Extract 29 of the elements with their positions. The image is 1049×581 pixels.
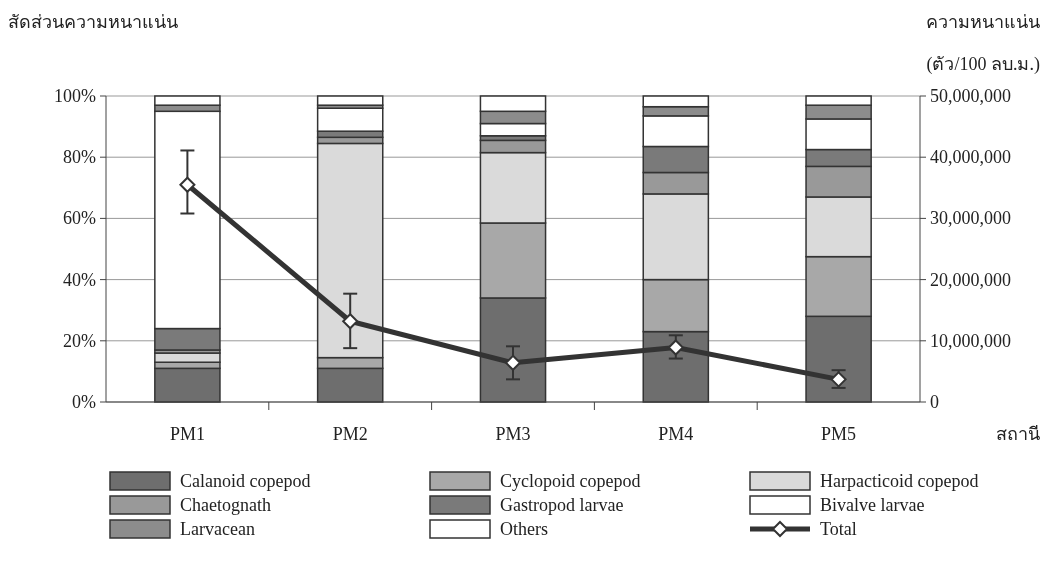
y2-tick-label: 0 — [930, 392, 939, 412]
x-tick-label: PM4 — [658, 424, 694, 444]
legend-label: Cyclopoid copepod — [500, 471, 641, 491]
y2-tick-label: 50,000,000 — [930, 86, 1011, 106]
y-tick-label: 80% — [63, 147, 96, 168]
text: ความหนาแน่น (ตัว/100 ลบ.ม.) — [926, 12, 1040, 74]
legend-label: Harpacticoid copepod — [820, 471, 979, 491]
legend-label: Chaetognath — [180, 495, 271, 515]
y-tick-label: 60% — [63, 208, 96, 229]
x-tick-label: PM1 — [169, 424, 205, 444]
y2-tick-label: 10,000,000 — [930, 330, 1011, 351]
y-tick-label: 20% — [63, 330, 96, 351]
legend-label: Total — [820, 519, 857, 539]
legend-label: Gastropod larvae — [500, 495, 624, 515]
x-axis-title: สถานี — [996, 424, 1040, 444]
legend-label: Others — [500, 519, 548, 539]
y-tick-label: 40% — [63, 269, 96, 290]
y-tick-label: 0% — [72, 392, 96, 412]
x-tick-label: PM3 — [495, 424, 531, 444]
y2-tick-label: 40,000,000 — [930, 147, 1011, 168]
legend-label: Calanoid copepod — [180, 471, 311, 491]
y-axis-title: สัดส่วนความหนาแน่น — [8, 12, 178, 32]
legend-label: Larvacean — [180, 519, 255, 539]
legend-label: Bivalve larvae — [820, 495, 925, 515]
y2-tick-label: 20,000,000 — [930, 269, 1011, 290]
x-tick-label: PM5 — [821, 424, 857, 444]
y-tick-label: 100% — [54, 86, 96, 106]
x-tick-label: PM2 — [332, 424, 368, 444]
y2-tick-label: 30,000,000 — [930, 208, 1011, 229]
